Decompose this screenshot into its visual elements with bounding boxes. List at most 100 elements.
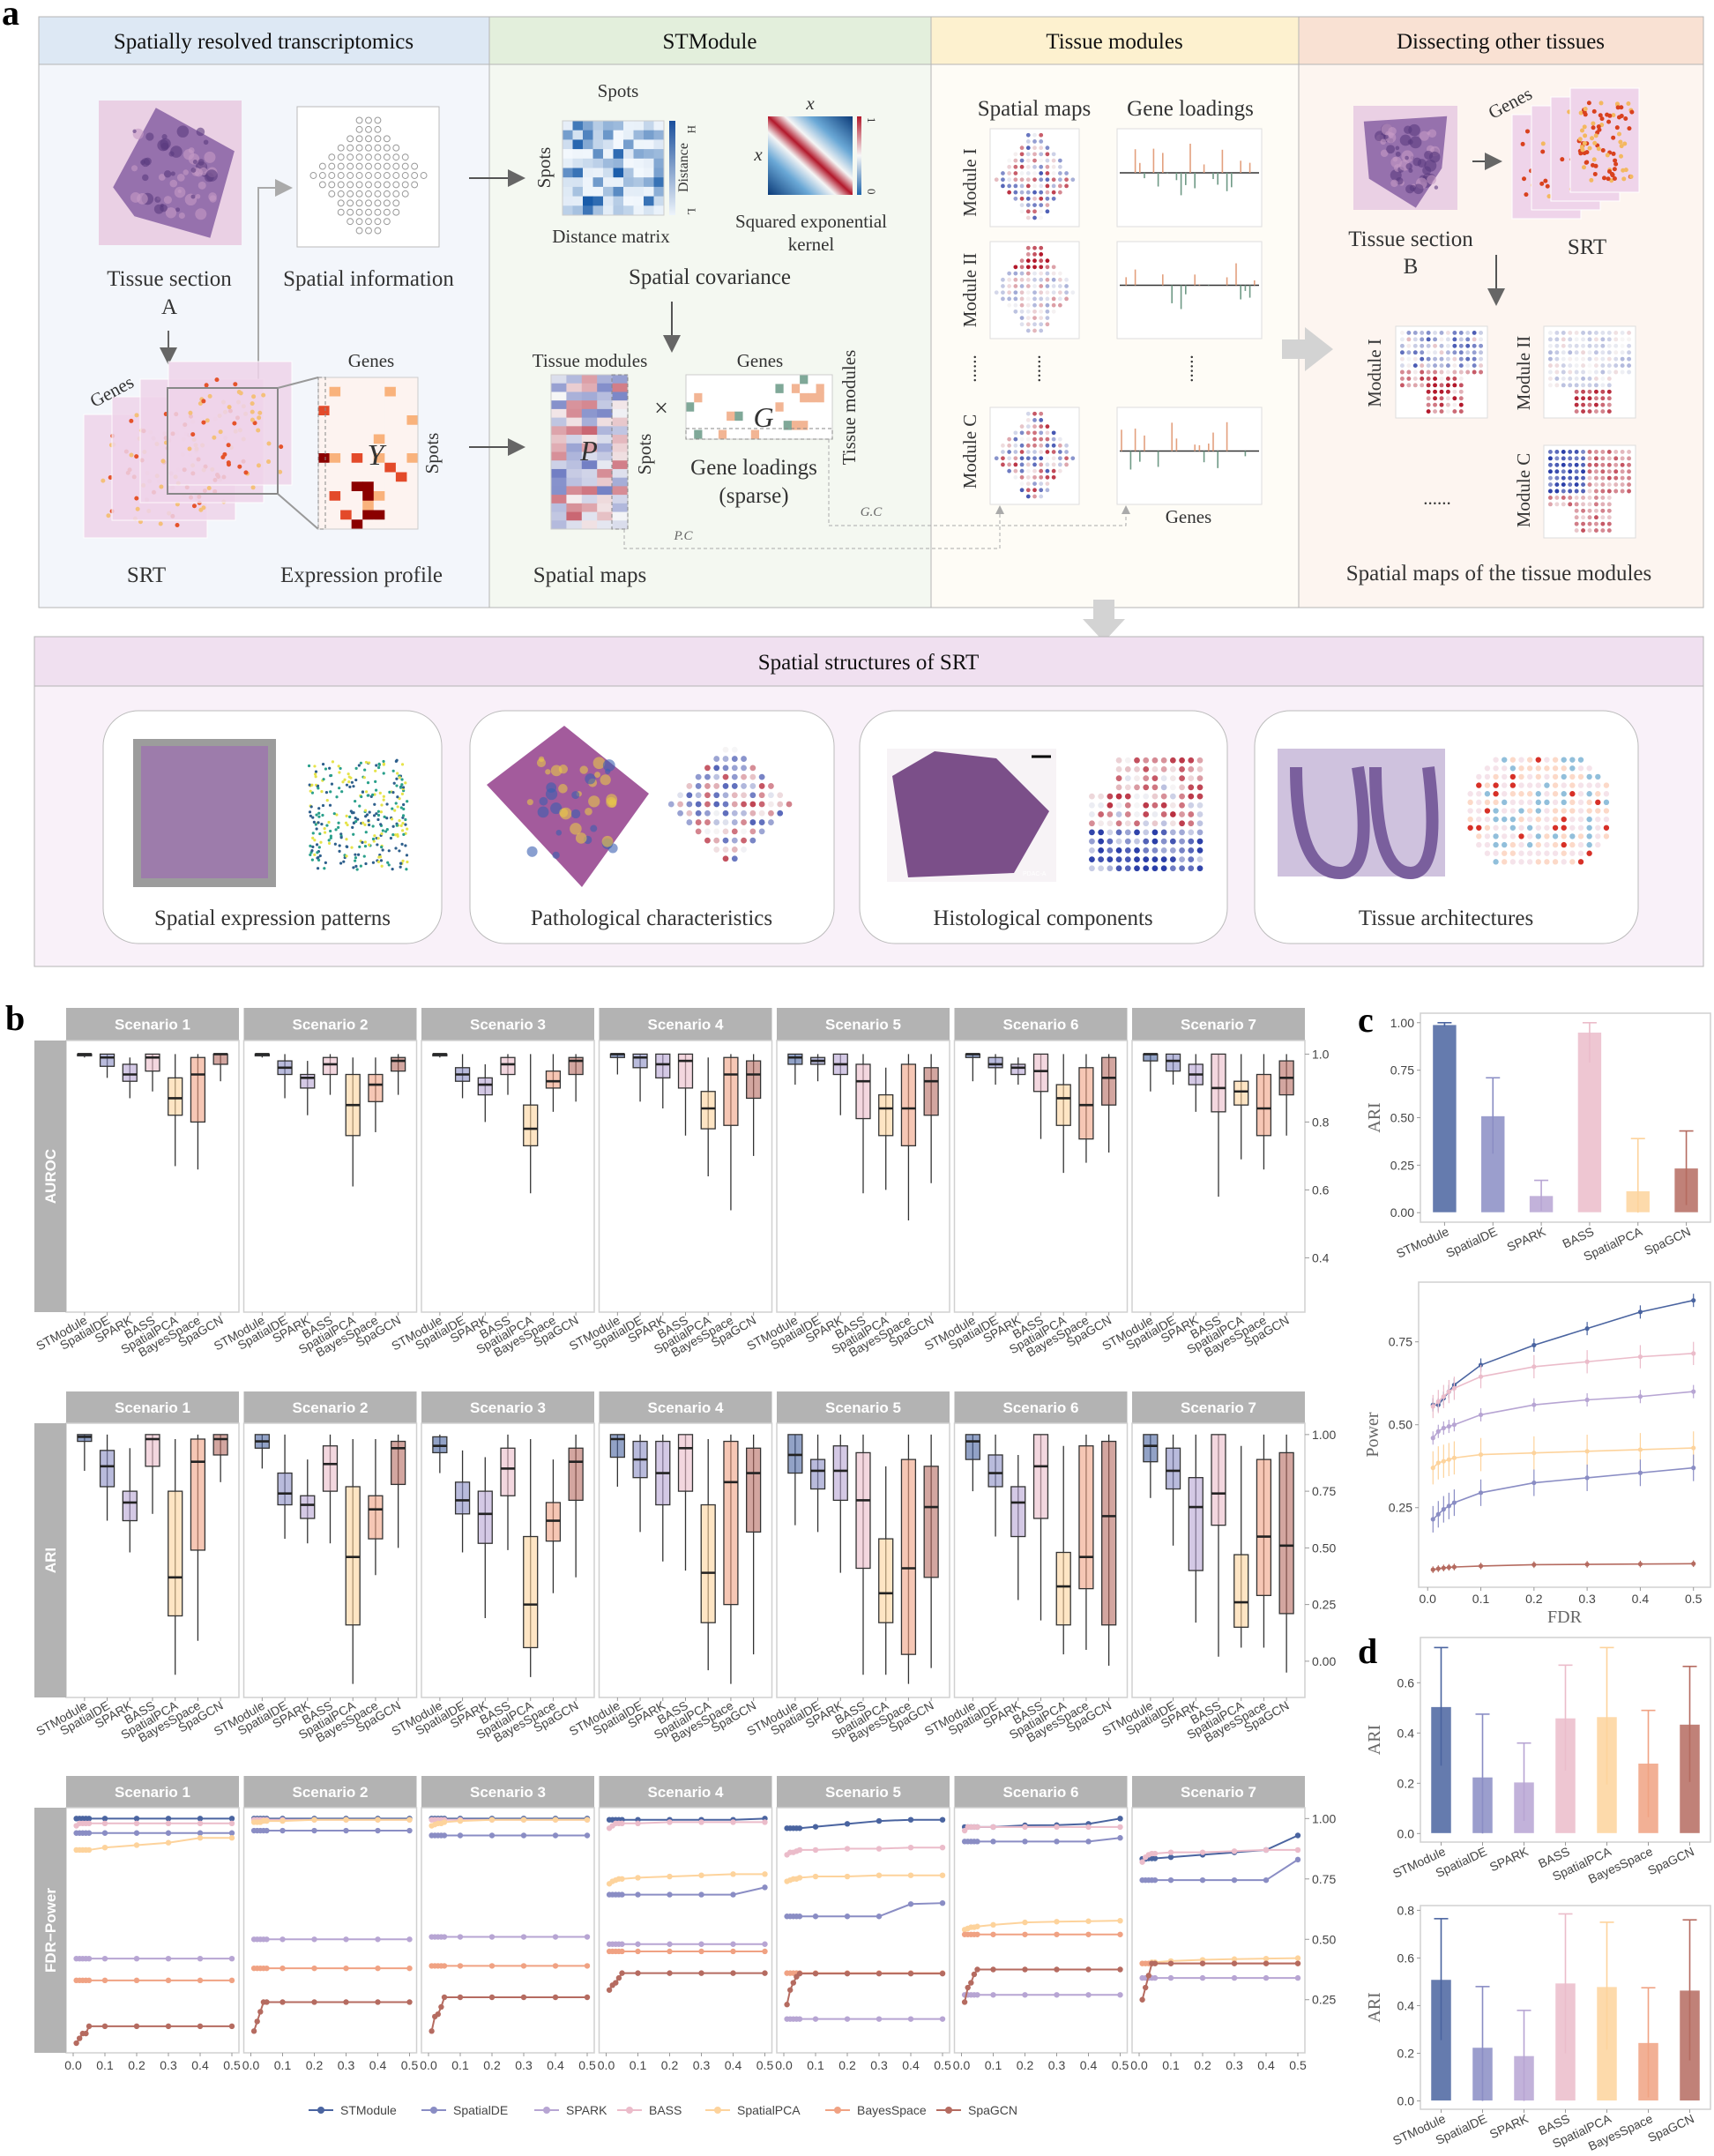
expression-cell (351, 491, 363, 502)
expression-spot (318, 832, 322, 836)
expression-spot (309, 789, 312, 793)
tissue-texture (1427, 129, 1437, 138)
spot (1412, 343, 1418, 348)
spot (160, 459, 166, 464)
spot (722, 847, 729, 853)
expression-spot (382, 798, 385, 802)
tissue-texture (170, 145, 183, 158)
tissue-texture (539, 796, 548, 806)
spot (1445, 350, 1450, 355)
spot (1439, 356, 1444, 362)
spot (1412, 350, 1418, 355)
expression-spot (382, 762, 386, 765)
spot (374, 218, 382, 226)
spot (1627, 489, 1632, 494)
point-SpatialDE (762, 1884, 768, 1891)
box-BASS (1032, 1053, 1049, 1093)
spot (1502, 757, 1508, 763)
spot (1587, 482, 1592, 488)
point-SPARK (762, 1941, 768, 1947)
spot (704, 828, 711, 835)
point-SPARK (1085, 1992, 1092, 1998)
spot (1593, 350, 1598, 355)
spot (1613, 469, 1619, 474)
g-matrix-cell (775, 421, 785, 431)
spot (1025, 424, 1031, 429)
spot (1045, 316, 1050, 320)
expression-cell (395, 386, 407, 397)
spot (1554, 356, 1560, 362)
facet-strip (1132, 1008, 1305, 1041)
point-SPARK (730, 1941, 736, 1947)
tissue-texture (526, 846, 538, 857)
point-BASS (1117, 1824, 1123, 1831)
g-matrix-cell (791, 429, 801, 440)
g-matrix-cell (710, 411, 719, 422)
spot (1554, 330, 1560, 335)
spot (1569, 816, 1576, 823)
spot (741, 809, 747, 817)
spot (1039, 164, 1044, 169)
spot (1593, 475, 1598, 481)
point-SpaGCN (441, 1994, 448, 2001)
spot (1039, 171, 1044, 175)
spot (1561, 808, 1567, 814)
spot (1057, 296, 1062, 302)
spot (1613, 356, 1619, 362)
expression-cell (373, 519, 385, 530)
expression-spot (310, 783, 314, 787)
point-SpatialPCA (520, 1817, 527, 1823)
spot (1115, 784, 1122, 791)
x-tick-label: 0.3 (160, 2058, 177, 2072)
spot (1124, 847, 1131, 854)
spot (1143, 757, 1150, 764)
point-SPARK (441, 1934, 448, 1940)
distance-cell (572, 186, 584, 198)
point-BASS (619, 1820, 625, 1827)
spot (1013, 284, 1018, 288)
spot (1143, 847, 1150, 854)
expression-spot (404, 844, 407, 847)
tissue-texture (196, 127, 205, 137)
spot (1574, 515, 1579, 520)
box-BASS (500, 1447, 516, 1496)
spot (1070, 177, 1076, 183)
spot (1587, 330, 1592, 335)
p-matrix-cell (551, 468, 567, 479)
spot (1452, 369, 1457, 375)
spot (1196, 865, 1204, 872)
spot (347, 172, 354, 179)
spot (1051, 271, 1056, 276)
spot (1032, 424, 1037, 429)
spot (1606, 343, 1612, 348)
spot (191, 504, 197, 509)
spot (1568, 363, 1573, 369)
structure-card-label: Histological components (933, 906, 1152, 930)
box-SpaGCN (1101, 1440, 1117, 1626)
spot (1472, 356, 1477, 362)
spot (1089, 811, 1095, 817)
spot (1051, 443, 1056, 448)
facet-strip (243, 1008, 417, 1041)
distance-cell (613, 177, 624, 188)
spot (257, 415, 262, 421)
spatial-maps-heading: Spatial maps (978, 97, 1091, 121)
spot (1526, 799, 1533, 806)
spot (1568, 456, 1573, 461)
point-SpatialDE (1435, 1511, 1441, 1517)
spot (1467, 799, 1473, 806)
spot (1013, 190, 1018, 195)
spot (1445, 369, 1450, 375)
box-SpatialDE (99, 1450, 116, 1488)
spot (1057, 302, 1062, 308)
expression-cell (395, 406, 407, 416)
spot (1124, 784, 1131, 791)
point-STModule (165, 1816, 172, 1822)
spot (1439, 409, 1444, 414)
spot (1439, 389, 1444, 394)
point-SpatialDE (1231, 1876, 1238, 1884)
spot (1465, 330, 1471, 335)
expression-spot (350, 780, 354, 784)
spot (1554, 376, 1560, 381)
facet-title: Scenario 5 (825, 1017, 901, 1033)
